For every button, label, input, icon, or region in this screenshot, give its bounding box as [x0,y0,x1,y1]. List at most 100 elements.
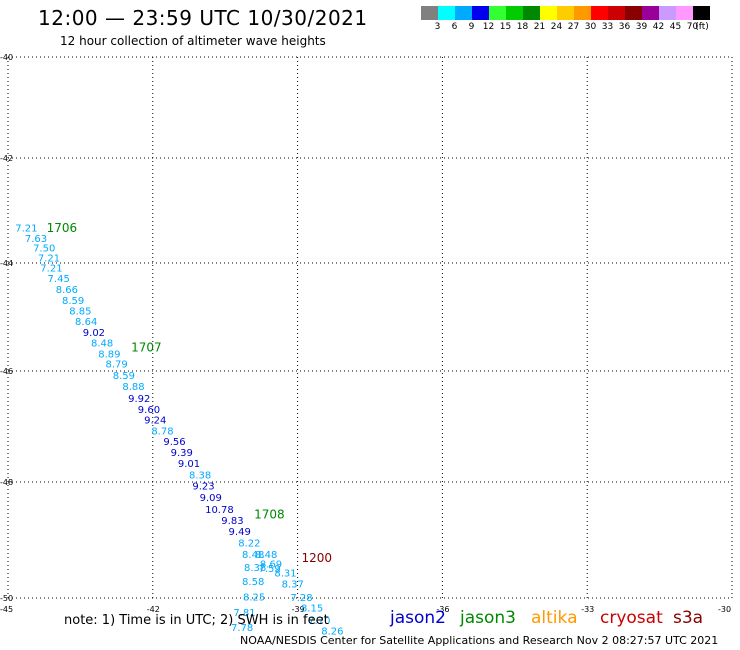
wave-height-point: 8.88 [122,382,144,393]
longitude-label: -36 [436,605,449,614]
legend-swatch [591,6,608,20]
longitude-label: -42 [147,605,160,614]
legend-swatch [574,6,591,20]
wave-height-point: 8.15 [301,603,323,614]
wave-height-point: 7.21 [40,263,62,274]
wave-height-point: 7.78 [231,623,253,634]
color-legend [421,6,710,20]
map-grid [7,56,733,599]
wave-height-point: 8.31 [274,569,296,580]
legend-label: 3 [434,22,441,32]
wave-height-point: 9.01 [178,459,200,470]
legend-swatch [506,6,523,20]
map-title: 12:00 — 23:59 UTC 10/30/2021 [38,6,368,30]
wave-height-point: 8.25 [243,592,265,603]
wave-height-point: 9.09 [200,493,222,504]
wave-height-point: 7.28 [290,593,312,604]
legend-swatch [676,6,693,20]
wave-height-point: 8.89 [98,349,120,360]
wave-height-point: 7.81 [233,608,255,619]
color-legend-labels: 3 6 9 12 15 18 21 24 27 30 33 36 39 42 45 70 (ft) [421,22,740,34]
legend-label: 42 [652,22,665,32]
latitude-label: -40 [0,53,13,62]
legend-label: 70 [686,22,699,32]
wave-height-point: 8.66 [56,285,78,296]
wave-height-point: 9.23 [192,482,214,493]
wave-height-point: 7.21 [15,223,37,234]
wave-height-point: 8.59 [62,296,84,307]
legend-label: 45 [669,22,682,32]
wave-height-point: 8.38 [244,563,266,574]
wave-height-point: 8.38 [189,470,211,481]
wave-height-point: 7.21 [38,253,60,264]
legend-unit: (ft) [695,22,709,32]
wave-height-point: 9.56 [163,437,185,448]
legend-label: 30 [584,22,597,32]
wave-height-point: 8.69 [260,559,282,570]
legend-label: 27 [567,22,580,32]
wave-height-point: 8.22 [238,538,260,549]
wave-height-point: 8.58 [242,577,264,588]
wave-height-point: 7.50 [33,243,55,254]
pass-time-label: 1200 [301,551,332,565]
latitude-label: -46 [0,367,13,376]
legend-swatch [472,6,489,20]
wave-height-point: 8.37 [282,580,304,591]
legend-swatch [489,6,506,20]
legend-label: 36 [618,22,631,32]
legend-swatch [659,6,676,20]
pass-time-label: 1708 [254,508,285,522]
wave-height-point: 9.83 [221,516,243,527]
legend-label: 33 [601,22,614,32]
legend-swatch [642,6,659,20]
latitude-label: -50 [0,594,13,603]
wave-height-point: 8.79 [105,360,127,371]
wave-height-point: 9.60 [138,405,160,416]
legend-label: 39 [635,22,648,32]
latitude-label: -48 [0,478,13,487]
wave-height-point: 7.70 [308,616,330,627]
legend-swatch [625,6,642,20]
satellite-label-altika: altika [531,608,578,628]
legend-swatch [608,6,625,20]
wave-height-point: 9.92 [128,394,150,405]
satellite-label-jason3: jason3 [460,608,516,628]
wave-height-point: 8.48 [242,550,264,561]
legend-label: 21 [533,22,546,32]
wave-height-point: 9.24 [144,415,166,426]
legend-label: 18 [516,22,529,32]
legend-swatch [693,6,710,20]
legend-label: 9 [468,22,475,32]
longitude-label: -45 [0,605,13,614]
legend-swatch [438,6,455,20]
wave-height-point: 8.64 [75,317,97,328]
wave-height-point: 10.78 [205,505,234,516]
wave-height-points: 7.217.637.507.217.217.458.668.598.858.64… [15,223,343,637]
wave-height-point: 7.63 [25,234,47,245]
legend-swatch [455,6,472,20]
legend-swatch [557,6,574,20]
satellite-label-cryosat: cryosat [600,608,663,628]
wave-height-point: 8.48 [91,338,113,349]
wave-height-point: 7.59 [258,564,280,575]
legend-label: 6 [451,22,458,32]
legend-label: 12 [482,22,495,32]
legend-label: 24 [550,22,563,32]
wave-height-point: 8.48 [255,550,277,561]
longitude-label: -33 [581,605,594,614]
longitude-label: -30 [718,605,731,614]
wave-height-point: 7.45 [48,274,70,285]
legend-label: 15 [499,22,512,32]
satellite-label-s3a: s3a [673,608,704,628]
units-note: note: 1) Time is in UTC; 2) SWH is in fe… [64,613,329,628]
legend-swatch [523,6,540,20]
wave-height-point: 8.85 [69,307,91,318]
wave-height-point: 9.39 [171,448,193,459]
wave-height-point: 9.02 [83,328,105,339]
axis-labels: -40 -42 -44 -46 -48 -50 -45 -42 -39 -36 -33 -30 [0,53,731,614]
longitude-label: -39 [292,605,305,614]
latitude-label: -44 [0,259,13,268]
map-subtitle: 12 hour collection of altimeter wave hei… [60,34,326,48]
wave-height-point: 8.78 [151,426,173,437]
